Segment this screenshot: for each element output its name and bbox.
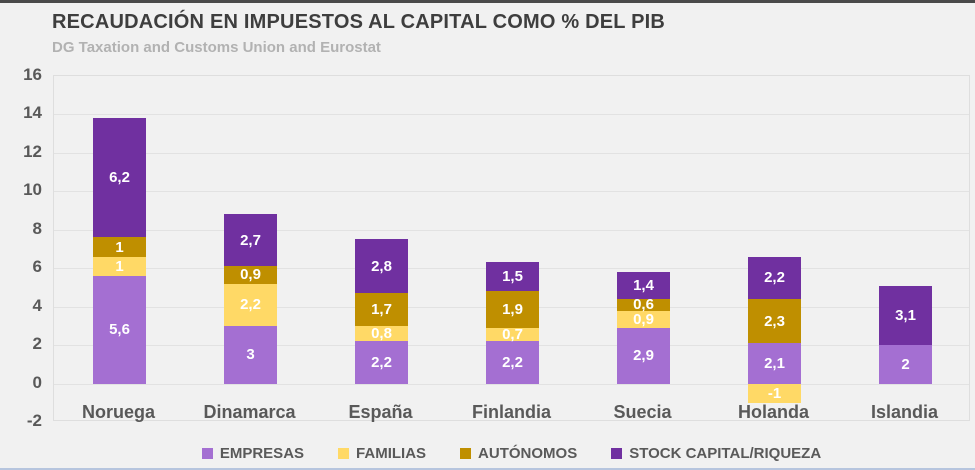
y-axis-tick-label: 2 bbox=[32, 334, 42, 354]
legend-item-stock-capital-riqueza[interactable]: STOCK CAPITAL/RIQUEZA bbox=[611, 445, 821, 462]
bar-value-label: 5,6 bbox=[109, 321, 130, 339]
bar-value-label: 6,2 bbox=[109, 169, 130, 187]
bar-value-label: 2,1 bbox=[764, 354, 785, 372]
chart-subtitle: DG Taxation and Customs Union and Eurost… bbox=[52, 39, 381, 56]
chart-title: RECAUDACIÓN EN IMPUESTOS AL CAPITAL COMO… bbox=[52, 11, 666, 33]
plot-area: 5,6 1 1 6,2 3 2,2 0,9 2,7 2,2 0,8 1,7 2,8 2,2 0,7 1,9 1… bbox=[53, 75, 970, 421]
bar-value-label: 1,4 bbox=[633, 277, 654, 295]
x-axis-category-label: Islandia bbox=[870, 401, 939, 422]
x-axis-category-label: Dinamarca bbox=[203, 401, 296, 422]
legend-label: AUTÓNOMOS bbox=[478, 444, 578, 462]
gridline bbox=[54, 191, 969, 193]
bar-segment[interactable]: 0,7 bbox=[486, 326, 539, 344]
legend: EMPRESAS FAMILIAS AUTÓNOMOS STOCK CAPITAL/R… bbox=[53, 442, 970, 464]
bar-value-label: 2,3 bbox=[764, 312, 785, 330]
legend-item-familias[interactable]: FAMILIAS bbox=[338, 445, 426, 462]
y-axis-tick-label: 4 bbox=[32, 295, 42, 315]
bar-segment[interactable]: 0,8 bbox=[355, 325, 408, 343]
bar-segment[interactable]: 2,2 bbox=[224, 283, 277, 326]
gridline bbox=[54, 383, 969, 385]
x-axis-category-label: Holanda bbox=[737, 401, 809, 422]
bar-segment[interactable]: 2,8 bbox=[355, 239, 408, 294]
bar-segment[interactable]: 2,9 bbox=[617, 327, 670, 384]
bar-segment[interactable]: 0,9 bbox=[224, 266, 277, 284]
bar-segment[interactable]: 1,9 bbox=[486, 291, 539, 328]
y-axis-tick-label: 6 bbox=[32, 257, 42, 277]
bar-segment[interactable]: 5,6 bbox=[93, 275, 146, 384]
x-axis-category-label: Suecia bbox=[613, 401, 672, 422]
bar-segment[interactable]: 0,6 bbox=[617, 296, 670, 314]
legend-swatch-icon bbox=[611, 447, 623, 459]
x-axis-category-label: España bbox=[348, 401, 413, 422]
bar-value-label: 2,2 bbox=[240, 296, 261, 314]
bar-segment[interactable]: 1,7 bbox=[355, 293, 408, 326]
legend-item-aut-nomos[interactable]: AUTÓNOMOS bbox=[460, 445, 577, 462]
legend-item-empresas[interactable]: EMPRESAS bbox=[201, 444, 305, 462]
bar-value-label: 0,9 bbox=[240, 266, 261, 284]
legend-label: EMPRESAS bbox=[219, 444, 305, 462]
bar-value-label: 0,8 bbox=[371, 325, 392, 343]
bar-segment[interactable]: 1 bbox=[93, 237, 146, 257]
top-border-strip bbox=[0, 0, 975, 3]
x-axis-labels: Noruega Dinamarca España Finlandia Suecia Hol… bbox=[53, 400, 970, 424]
bar-value-label: 2,2 bbox=[371, 353, 392, 371]
bar-value-label: 2,8 bbox=[371, 257, 392, 275]
y-axis-tick-label: 16 bbox=[23, 65, 42, 84]
bar-segment[interactable]: 2,3 bbox=[748, 298, 801, 344]
bar-value-label: 2,2 bbox=[502, 353, 523, 371]
y-axis-tick-label: 0 bbox=[32, 372, 42, 392]
bar-value-label: 1 bbox=[115, 257, 124, 275]
bar-value-label: 2,9 bbox=[633, 347, 654, 365]
bar-value-label: 2,7 bbox=[240, 231, 261, 249]
gridline bbox=[54, 114, 969, 116]
bar-segment[interactable]: 2,1 bbox=[748, 343, 801, 384]
y-axis: 16 14 12 10 8 6 4 2 0 -2 bbox=[0, 0, 44, 470]
legend-swatch-icon bbox=[460, 447, 472, 459]
bar-value-label: 2,2 bbox=[764, 269, 785, 287]
bar-value-label: 3,1 bbox=[895, 306, 916, 324]
bar-value-label: 1,5 bbox=[502, 268, 523, 286]
bar-value-label: -1 bbox=[767, 384, 782, 402]
bar-value-label: 3 bbox=[246, 346, 255, 364]
legend-swatch-icon bbox=[201, 447, 213, 459]
x-axis-category-label: Noruega bbox=[81, 401, 155, 422]
bar-value-label: 1,7 bbox=[371, 301, 392, 319]
bar-value-label: 1 bbox=[115, 238, 124, 256]
legend-label: FAMILIAS bbox=[356, 444, 427, 462]
legend-label: STOCK CAPITAL/RIQUEZA bbox=[629, 444, 822, 462]
bar-segment[interactable]: 1 bbox=[93, 256, 146, 276]
y-axis-tick-label: 10 bbox=[23, 180, 42, 200]
gridline bbox=[54, 152, 969, 154]
bar-segment[interactable]: 3,1 bbox=[879, 285, 932, 346]
y-axis-tick-label: 14 bbox=[23, 103, 42, 123]
bar-segment[interactable]: 1,4 bbox=[617, 272, 670, 299]
bar-value-label: 0,6 bbox=[633, 296, 654, 314]
bar-value-label: 0,7 bbox=[502, 326, 523, 344]
bar-segment[interactable]: 1,5 bbox=[486, 262, 539, 292]
bar-segment[interactable]: 2 bbox=[879, 345, 932, 384]
bar-segment[interactable]: -1 bbox=[748, 383, 801, 403]
bar-segment[interactable]: 0,9 bbox=[617, 310, 670, 328]
gridline bbox=[54, 229, 969, 231]
legend-swatch-icon bbox=[338, 447, 350, 459]
bar-segment[interactable]: 2,2 bbox=[486, 341, 539, 384]
x-axis-category-label: Finlandia bbox=[471, 401, 551, 422]
bar-value-label: 1,9 bbox=[502, 301, 523, 319]
bar-value-label: 2 bbox=[901, 355, 910, 373]
bar-value-label: 0,9 bbox=[633, 310, 654, 328]
bar-segment[interactable]: 2,7 bbox=[224, 214, 277, 267]
y-axis-tick-label: 12 bbox=[23, 141, 42, 161]
y-axis-tick-label: 8 bbox=[32, 218, 42, 238]
y-axis-tick-label: -2 bbox=[26, 411, 42, 430]
bottom-border-strip bbox=[0, 468, 975, 470]
bar-segment[interactable]: 3 bbox=[224, 325, 277, 384]
bar-segment[interactable]: 6,2 bbox=[93, 118, 146, 238]
bar-segment[interactable]: 2,2 bbox=[748, 256, 801, 299]
bar-segment[interactable]: 2,2 bbox=[355, 341, 408, 384]
